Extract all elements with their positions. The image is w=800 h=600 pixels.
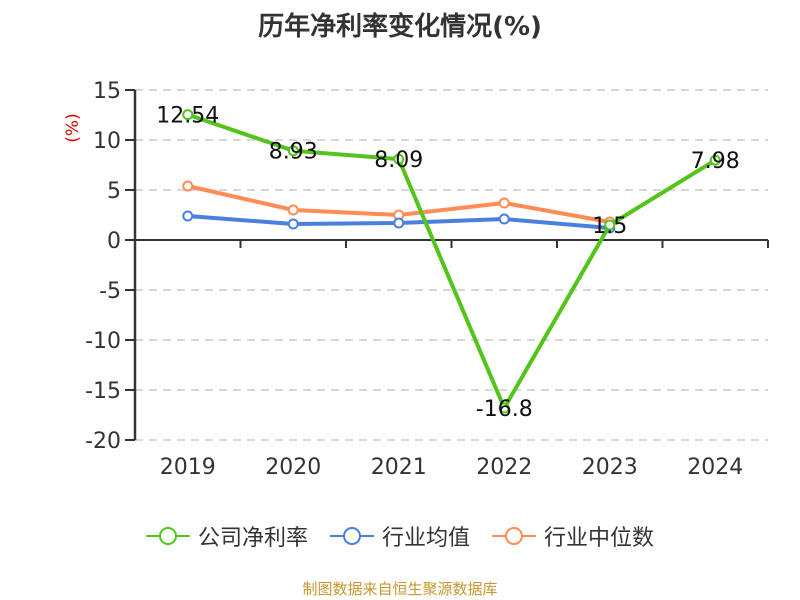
y-tick-label: -20 bbox=[85, 429, 121, 454]
legend-item-company[interactable]: 公司净利率 bbox=[145, 520, 308, 552]
legend-label: 行业中位数 bbox=[544, 526, 655, 551]
y-unit-label: (%) bbox=[63, 113, 83, 142]
data-point[interactable] bbox=[287, 218, 299, 230]
data-point[interactable] bbox=[182, 109, 194, 121]
legend-item-industry-median[interactable]: 行业中位数 bbox=[492, 520, 654, 552]
x-tick-label: 2023 bbox=[582, 455, 638, 480]
x-tick-label: 2021 bbox=[371, 455, 427, 480]
y-tick-label: 0 bbox=[107, 229, 121, 254]
line-marker-icon bbox=[145, 527, 190, 545]
data-label: 7.98 bbox=[691, 149, 740, 174]
chart-title: 历年净利率变化情况(%) bbox=[258, 12, 542, 42]
source-footer: 制图数据来自恒生聚源数据库 bbox=[302, 580, 498, 598]
y-tick-label: -5 bbox=[99, 279, 121, 304]
legend: 公司净利率 行业均值 行业中位数 bbox=[0, 520, 800, 552]
y-tick-label: 10 bbox=[93, 129, 121, 154]
data-point[interactable] bbox=[393, 153, 405, 165]
series-line bbox=[187, 112, 717, 410]
data-label: -16.8 bbox=[476, 397, 533, 422]
line-marker-icon bbox=[492, 527, 536, 545]
line-marker-icon bbox=[329, 527, 374, 545]
x-tick-label: 2020 bbox=[265, 455, 321, 480]
y-tick-label: -15 bbox=[85, 379, 121, 404]
data-point[interactable] bbox=[287, 145, 299, 157]
data-label: 8.09 bbox=[374, 148, 423, 173]
x-tick-label: 2019 bbox=[160, 455, 216, 480]
x-tick-label: 2022 bbox=[476, 455, 532, 480]
data-point[interactable] bbox=[182, 210, 194, 222]
data-point[interactable] bbox=[182, 180, 194, 192]
data-point[interactable] bbox=[498, 213, 510, 225]
data-label: 1.5 bbox=[592, 214, 627, 239]
y-tick-label: -10 bbox=[85, 329, 121, 354]
data-label: 12.54 bbox=[156, 104, 219, 129]
data-point[interactable] bbox=[604, 219, 616, 231]
data-point[interactable] bbox=[393, 217, 405, 229]
y-tick-label: 5 bbox=[107, 179, 121, 204]
legend-label: 公司净利率 bbox=[197, 526, 308, 551]
data-label: 8.93 bbox=[269, 140, 318, 165]
data-point[interactable] bbox=[287, 204, 299, 216]
data-point[interactable] bbox=[498, 197, 510, 209]
legend-label: 行业均值 bbox=[381, 526, 470, 551]
y-tick-label: 15 bbox=[93, 79, 121, 104]
data-point[interactable] bbox=[498, 402, 510, 414]
x-tick-label: 2024 bbox=[687, 455, 743, 480]
data-point[interactable] bbox=[709, 154, 721, 166]
legend-item-industry-avg[interactable]: 行业均值 bbox=[329, 520, 470, 552]
